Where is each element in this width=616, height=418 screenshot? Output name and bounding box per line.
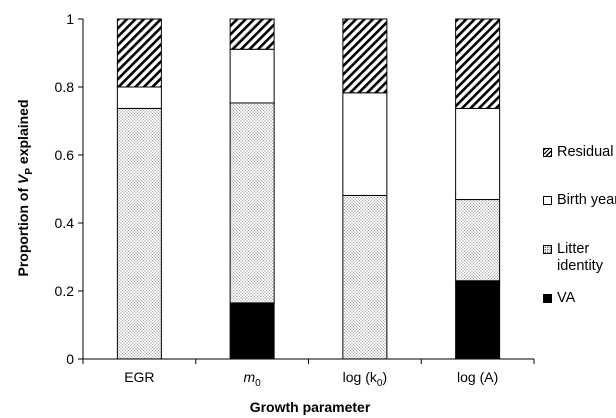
bars [116,18,501,360]
bar-segment-birth-year [342,92,388,196]
x-tick-label: EGR [124,369,154,385]
legend-label-birth-year: Birth year [557,192,616,208]
legend-label-va: VA [557,290,576,306]
legend-swatch-litter-identity [543,245,552,254]
x-tick-label: m0 [244,369,262,389]
y-tick-label: 0.2 [55,283,75,299]
legend-swatch-va [543,294,552,303]
legend-item-residual: Residual [543,144,613,161]
bar-segment-va [455,280,501,360]
y-tick-label: 0 [66,351,74,367]
bar-segment-residual [455,18,501,109]
bar-segment-litter-identity [342,194,388,360]
y-tick-label: 0.4 [55,215,75,231]
x-axis-label: Growth parameter [250,399,371,415]
bar-segment-birth-year [229,48,275,104]
bar-segment-litter-identity [455,199,501,282]
legend-swatch-birth-year [543,196,552,205]
bar-segment-residual [342,18,388,94]
bar-segment-residual [116,18,162,88]
bar-segment-litter-identity [116,107,162,360]
y-axis-label: Proportion of VP explained [15,99,35,276]
legend: Residual Birth year Litter identity VA [543,0,616,418]
legend-label-residual: Residual [557,144,614,160]
y-tick-label: 0.6 [55,147,75,163]
x-tick-label: log (k0) [343,369,387,389]
legend-item-birth-year: Birth year [543,192,616,209]
y-tick-label: 1 [66,11,74,27]
bar-segment-birth-year [116,86,162,109]
legend-swatch-residual [543,148,552,157]
y-tick-label: 0.8 [55,79,75,95]
bar-segment-va [229,302,275,360]
bar-segment-residual [229,18,275,50]
legend-item-litter-identity: Litter identity [543,241,603,275]
x-tick-label: log (A) [457,369,498,385]
legend-item-va: VA [543,290,575,307]
tick-labels: 0 0.2 0.4 0.6 0.8 1 EGR m0 log (k0) log (A) [55,11,499,389]
legend-label-litter-identity: Litter identity [557,241,603,274]
bar-segment-birth-year [455,107,501,201]
bar-segment-litter-identity [229,102,275,304]
